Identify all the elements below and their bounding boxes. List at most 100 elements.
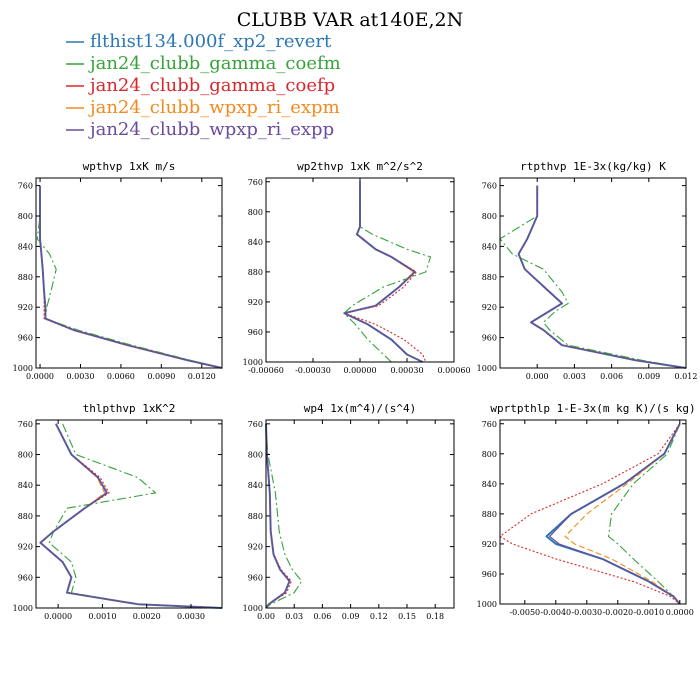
y-tick-label: 800 [18, 451, 33, 460]
x-tick-label: 0.0030 [66, 372, 94, 381]
y-tick-label: 960 [248, 573, 263, 582]
y-tick-label: 960 [18, 334, 33, 343]
x-tick-label: 0.00000 [343, 366, 376, 375]
y-tick-label: 920 [18, 303, 33, 312]
series-line-2 [343, 181, 432, 363]
x-tick-label: 0.0000 [666, 608, 694, 617]
y-tick-label: 880 [482, 273, 497, 282]
x-tick-label: 0.0000 [44, 612, 72, 621]
x-tick-label: 0.03 [285, 612, 303, 621]
plot-frame [35, 419, 223, 609]
panel-4: thlpthvp 1xK^2 760 800 840 880 920 960 1000 0.00… [13, 402, 223, 621]
series-line-3 [518, 185, 687, 369]
legend: flthist134.000f_xp2_revertjan24_clubb_ga… [66, 31, 341, 140]
legend-entry: jan24_clubb_gamma_coefp [66, 75, 335, 96]
x-tick-label: 0.003 [563, 372, 586, 381]
legend-label: jan24_clubb_wpxp_ri_expp [88, 119, 334, 140]
y-tick-label: 920 [482, 303, 497, 312]
series-line-5 [265, 423, 291, 609]
y-tick-label: 760 [248, 178, 263, 187]
y-tick-label: 840 [248, 481, 263, 490]
legend-label: jan24_clubb_gamma_coefp [88, 75, 335, 96]
plot-frame [265, 419, 455, 609]
x-tick-label: 0.012 [675, 372, 698, 381]
legend-entry: flthist134.000f_xp2_revert [66, 31, 332, 52]
series-line-5 [39, 423, 223, 609]
panels: wpthvp 1xK m/s76080084088092096010000.00… [13, 160, 698, 621]
x-tick-label: 0.0090 [147, 372, 175, 381]
y-tick-label: 1000 [13, 364, 33, 373]
panel-6: wprtpthlp 1-E-3x(m kg K)/(s kg) 760 800 840… [477, 402, 696, 617]
series-line-1 [517, 185, 687, 369]
x-tick-label: 0.0000 [26, 372, 54, 381]
legend-label: jan24_clubb_wpxp_ri_expm [88, 97, 340, 118]
series-line-2 [36, 185, 223, 369]
legend-label: flthist134.000f_xp2_revert [90, 31, 332, 52]
x-tick-label: 0.0030 [177, 612, 205, 621]
panel-1: wpthvp 1xK m/s76080084088092096010000.00… [13, 160, 223, 381]
panel-title: rtpthvp 1E-3x(kg/kg) K [520, 160, 666, 173]
x-tick-label: 0.0120 [188, 372, 216, 381]
panel-title: thlpthvp 1xK^2 [83, 402, 176, 415]
x-tick-label: 0.00060 [437, 366, 470, 375]
x-tick-label: -0.00060 [248, 366, 284, 375]
y-tick-label: 880 [482, 510, 497, 519]
x-tick-label: 0.18 [426, 612, 444, 621]
x-tick-label: 0.12 [370, 612, 388, 621]
y-tick-label: 880 [18, 273, 33, 282]
series-line-4 [39, 423, 223, 609]
figure-title: CLUBB VAR at140E,2N [237, 9, 463, 31]
series-line-4 [518, 185, 687, 369]
y-tick-label: 840 [18, 242, 33, 251]
series-line-5 [39, 185, 223, 369]
series-line-3 [39, 185, 223, 369]
series-line-4 [39, 185, 223, 369]
x-tick-label: 0.06 [313, 612, 331, 621]
series-line-4 [564, 423, 681, 605]
legend-entry: jan24_clubb_wpxp_ri_expp [66, 119, 334, 140]
y-tick-label: 920 [248, 543, 263, 552]
panel-2: wp2thvp 1xK m^2/s^2 760 800 840 880 920 960 100… [243, 160, 471, 375]
y-tick-label: 840 [248, 238, 263, 247]
panel-3: rtpthvp 1E-3x(kg/kg) K 760 800 840 880 920 960… [477, 160, 698, 381]
plot-frame [499, 177, 687, 369]
y-tick-label: 800 [248, 208, 263, 217]
series-line-5 [343, 181, 423, 363]
x-tick-label: -0.0030 [571, 608, 602, 617]
y-tick-label: 800 [482, 450, 497, 459]
series-line-5 [517, 185, 687, 369]
x-tick-label: -0.0020 [602, 608, 633, 617]
panel-title: wprtpthlp 1-E-3x(m kg K)/(s kg) [490, 402, 695, 415]
series-line-3 [499, 423, 681, 605]
x-tick-label: 0.0010 [88, 612, 116, 621]
y-tick-label: 1000 [243, 358, 263, 367]
x-tick-label: 0.15 [398, 612, 416, 621]
x-tick-label: -0.00030 [295, 366, 331, 375]
x-tick-label: -0.0050 [509, 608, 540, 617]
series-line-3 [343, 181, 427, 363]
y-tick-label: 840 [482, 480, 497, 489]
y-tick-label: 920 [482, 540, 497, 549]
legend-label: jan24_clubb_gamma_coefm [88, 53, 341, 74]
x-tick-label: 0.000 [526, 372, 549, 381]
y-tick-label: 760 [248, 420, 263, 429]
y-tick-label: 760 [482, 182, 497, 191]
x-tick-label: 0.006 [600, 372, 623, 381]
x-tick-label: 0.09 [342, 612, 360, 621]
series-line-3 [39, 423, 223, 609]
series-line-5 [548, 423, 681, 605]
y-tick-label: 800 [248, 451, 263, 460]
series-line-2 [265, 423, 303, 609]
x-tick-label: 0.0020 [133, 612, 161, 621]
y-tick-label: 880 [248, 512, 263, 521]
y-tick-label: 920 [18, 543, 33, 552]
y-tick-label: 760 [18, 182, 33, 191]
plot-frame [499, 419, 687, 605]
series-line-2 [607, 423, 681, 605]
panel-5: wp4 1x(m^4)/(s^4)76080084088092096010000… [243, 402, 455, 621]
y-tick-label: 960 [18, 573, 33, 582]
plot-frame [35, 177, 223, 369]
legend-entry: jan24_clubb_wpxp_ri_expm [66, 97, 340, 118]
x-tick-label: -0.0040 [540, 608, 571, 617]
